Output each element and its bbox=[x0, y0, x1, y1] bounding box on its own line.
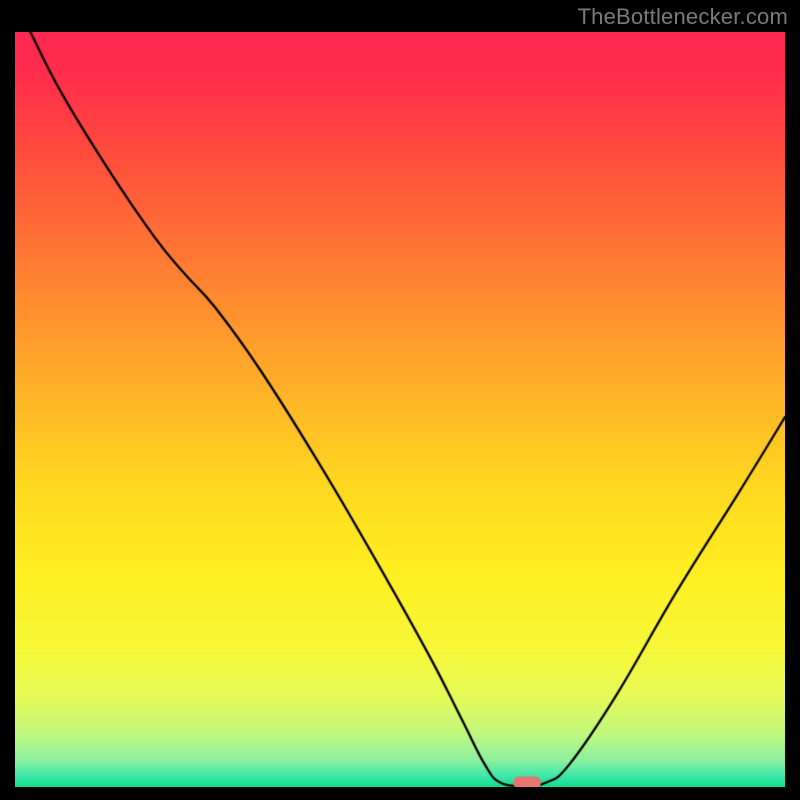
curve-layer bbox=[15, 32, 785, 787]
watermark-text: TheBottlenecker.com bbox=[578, 4, 788, 30]
plot-area bbox=[15, 32, 785, 787]
stage: TheBottlenecker.com bbox=[0, 0, 800, 800]
